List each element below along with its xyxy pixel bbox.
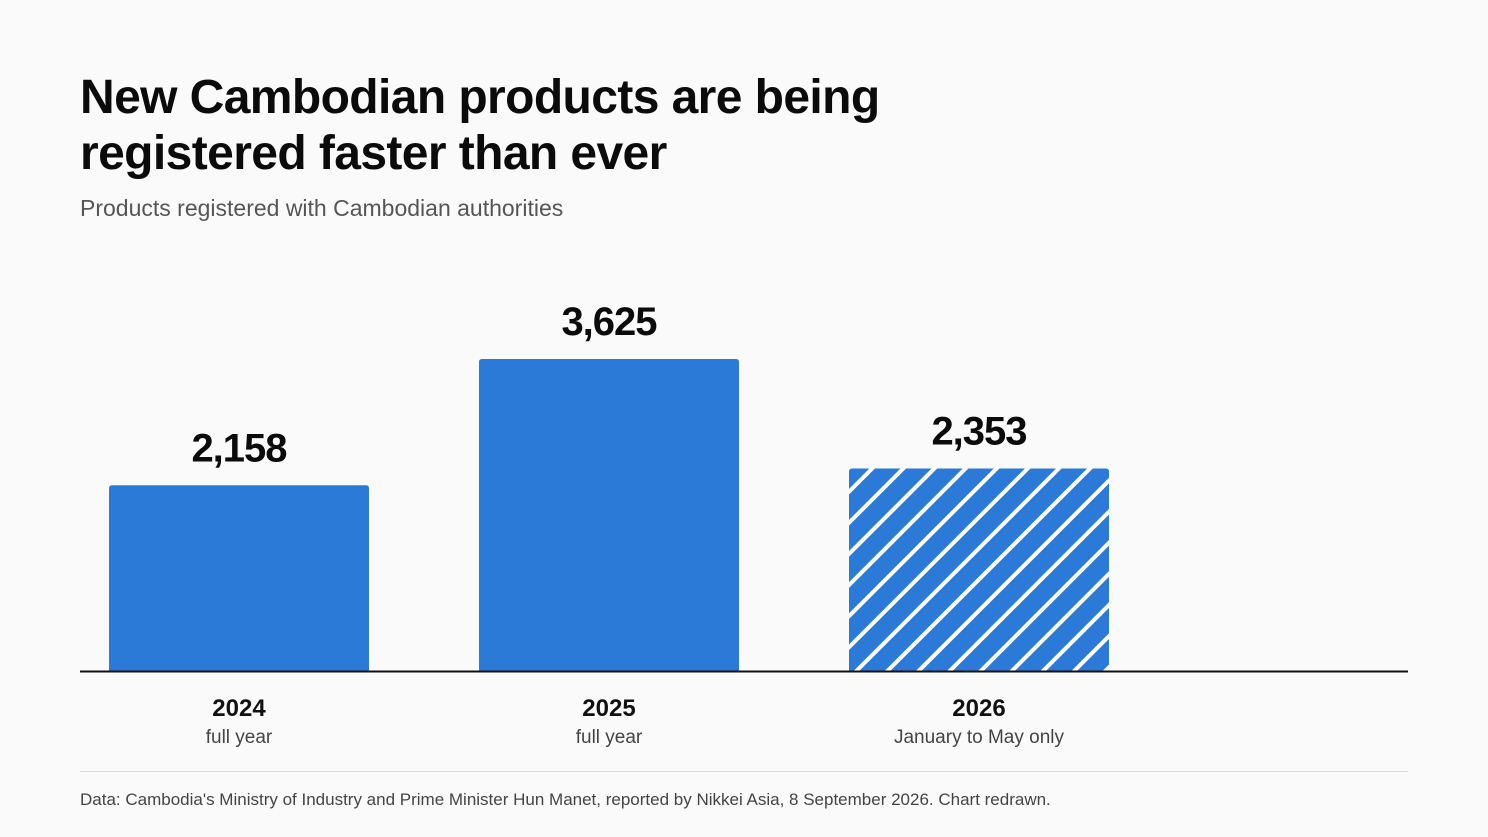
chart-subtitle: Products registered with Cambodian autho… (80, 195, 564, 221)
category-label-2025: 2025 (582, 695, 635, 722)
labels-group: 2,158 2024 full year 3,625 2025 full year 2,35… (191, 300, 1064, 748)
category-label-2026: 2026 (952, 695, 1005, 722)
bar-2024 (109, 485, 369, 671)
bar-2026 (849, 468, 1109, 671)
value-label-2026: 2,353 (931, 409, 1026, 453)
chart-title: New Cambodian products are being registe… (80, 71, 880, 180)
bars-group (109, 359, 1109, 671)
value-label-2025: 3,625 (561, 300, 657, 344)
category-sublabel-2025: full year (576, 727, 643, 748)
bar-2025 (479, 359, 739, 671)
category-label-2024: 2024 (212, 695, 266, 722)
footer-divider (80, 771, 1408, 772)
value-label-2024: 2,158 (191, 426, 287, 470)
bar-chart: 2,158 2024 full year 3,625 2025 full year 2,35… (80, 300, 1408, 748)
category-sublabel-2024: full year (206, 727, 273, 748)
category-sublabel-2026: January to May only (894, 727, 1065, 748)
source-note: Data: Cambodia's Ministry of Industry an… (80, 790, 1051, 809)
